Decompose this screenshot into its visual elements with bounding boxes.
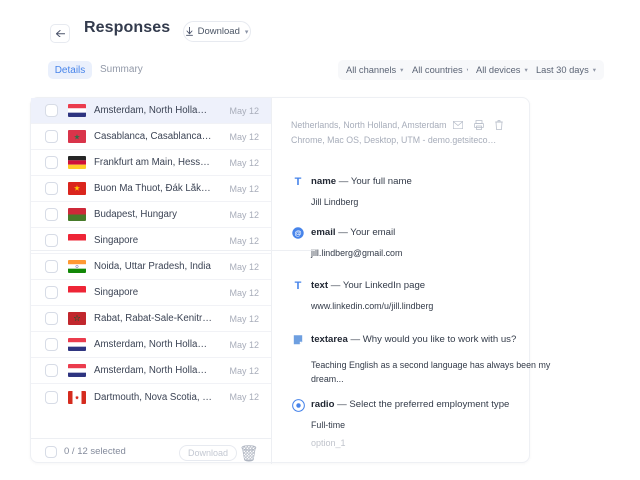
svg-text:@: @ (294, 229, 301, 238)
